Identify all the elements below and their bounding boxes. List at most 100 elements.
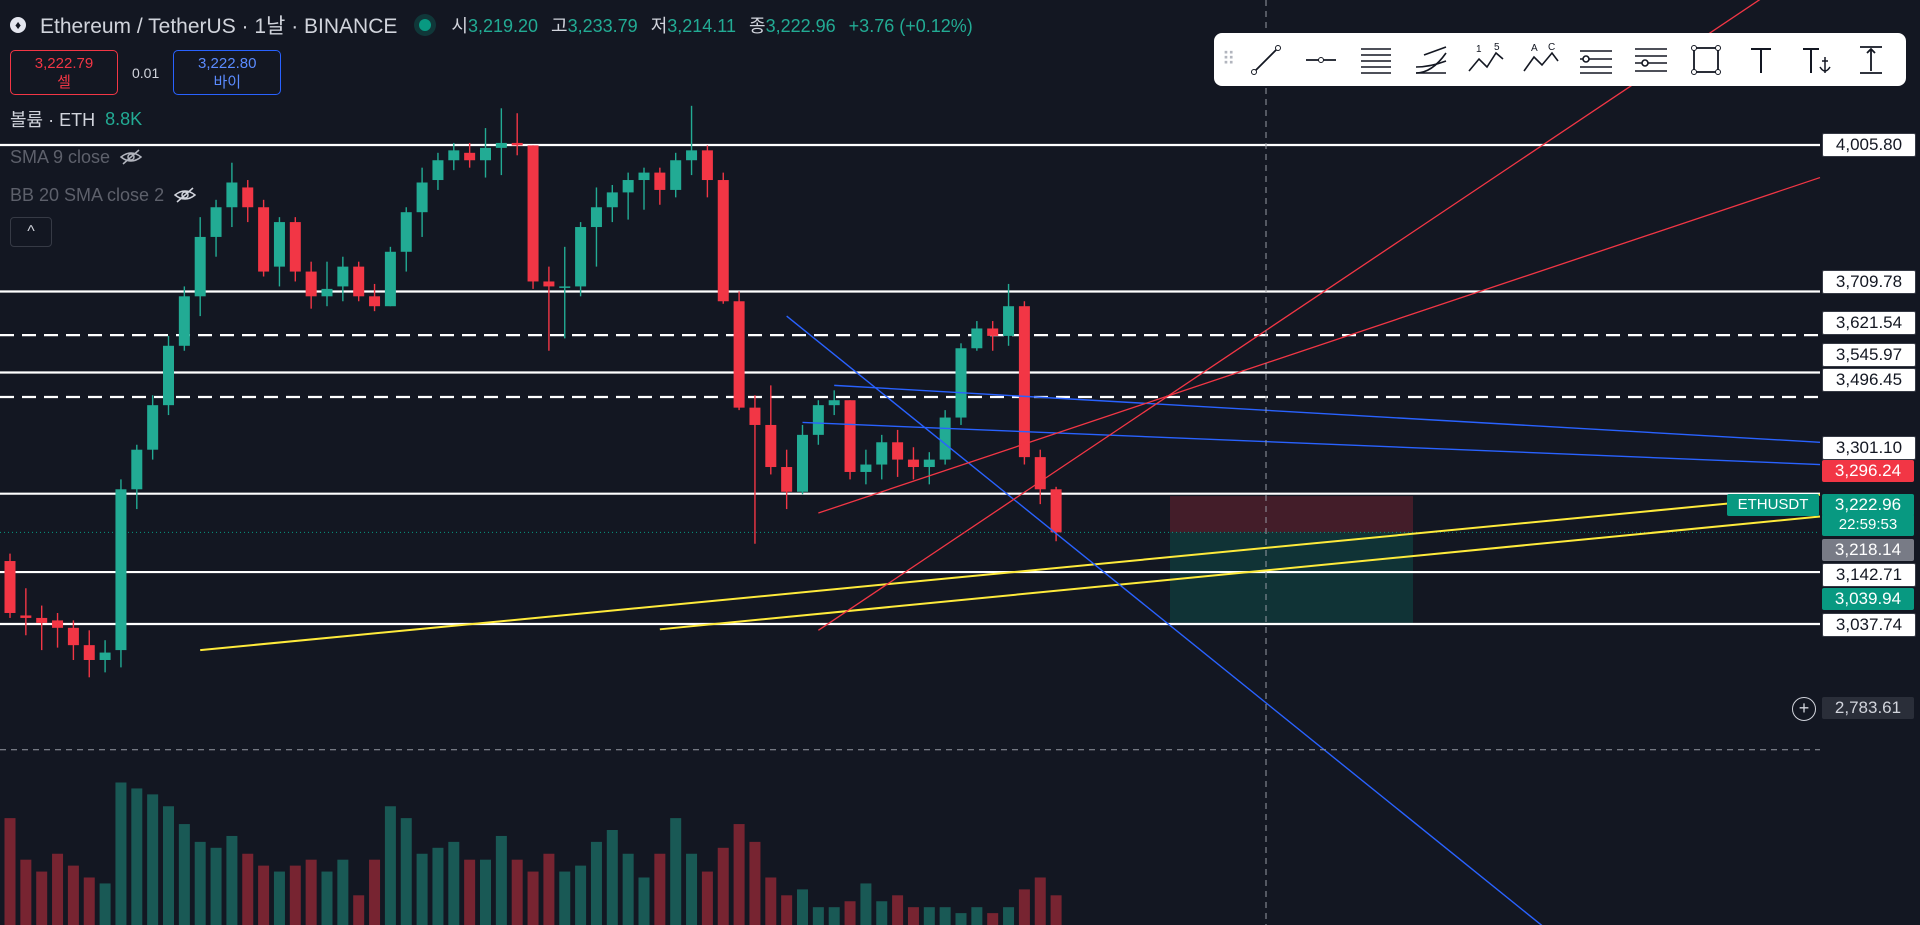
volume-bar xyxy=(876,901,888,925)
svg-text:A: A xyxy=(1531,43,1538,54)
volume-bar xyxy=(543,853,555,925)
candle-body xyxy=(860,464,872,472)
volume-bar xyxy=(749,841,761,925)
price-label-4005[interactable]: 4,005.80 xyxy=(1822,133,1916,157)
stop-loss-label[interactable]: 3,296.24 xyxy=(1822,460,1914,482)
entry-price-label[interactable]: 3,218.14 xyxy=(1822,539,1914,561)
price-label-3037[interactable]: 3,037.74 xyxy=(1822,613,1916,637)
volume-bar xyxy=(527,871,539,925)
candle-body xyxy=(717,180,729,302)
short-position-icon[interactable] xyxy=(1623,33,1678,86)
collapse-legend-button[interactable]: ^ xyxy=(10,217,52,247)
volume-bar xyxy=(907,907,919,925)
candle-body xyxy=(987,328,999,336)
volume-bar xyxy=(638,877,650,925)
text-icon[interactable] xyxy=(1733,33,1788,86)
chart-legend: ♦ Ethereum / TetherUS · 1날 · BINANCE 시3,… xyxy=(10,10,973,247)
symbol-title[interactable]: Ethereum / TetherUS · 1날 · BINANCE xyxy=(40,15,398,38)
svg-text:C: C xyxy=(1548,43,1555,53)
volume-bar xyxy=(131,788,143,925)
candle-body xyxy=(480,147,491,161)
volume-bar xyxy=(226,835,238,925)
candle-body xyxy=(178,296,190,346)
volume-bar xyxy=(369,859,381,925)
volume-bar xyxy=(828,907,840,925)
bb-indicator[interactable]: BB 20 SMA close 2 xyxy=(10,181,973,209)
anchored-text-icon[interactable] xyxy=(1788,33,1843,86)
horizontal-ray-icon[interactable] xyxy=(1293,33,1348,86)
volume-bar xyxy=(844,901,856,925)
volume-bar xyxy=(1018,889,1030,925)
long-position-icon[interactable] xyxy=(1568,33,1623,86)
candle-body xyxy=(131,449,143,490)
price-label-3621[interactable]: 3,621.54 xyxy=(1822,311,1916,335)
take-profit-label[interactable]: 3,039.94 xyxy=(1822,588,1914,610)
volume-bar xyxy=(701,871,713,925)
candle-body xyxy=(654,172,666,190)
symbol-header: ♦ Ethereum / TetherUS · 1날 · BINANCE 시3,… xyxy=(10,10,973,40)
volume-bar xyxy=(495,835,507,925)
volume-bar xyxy=(67,865,79,925)
sell-button[interactable]: 3,222.79 셀 xyxy=(10,50,118,95)
volume-bar xyxy=(400,818,412,925)
hidden-eye-icon[interactable] xyxy=(174,187,197,203)
candle-body xyxy=(432,160,444,181)
volume-bar xyxy=(622,853,634,925)
position-zone[interactable] xyxy=(1170,496,1413,623)
stop-zone xyxy=(1170,496,1413,533)
rectangle-icon[interactable] xyxy=(1678,33,1733,86)
price-range-icon[interactable] xyxy=(1843,33,1898,86)
price-label-3709[interactable]: 3,709.78 xyxy=(1822,270,1916,294)
resistance-trend-line xyxy=(834,384,1821,443)
fib-retracement-icon[interactable] xyxy=(1403,33,1458,86)
candle-body xyxy=(955,348,967,418)
candle-body xyxy=(797,434,808,492)
volume-bar xyxy=(670,818,682,925)
sma-label: SMA 9 close xyxy=(10,146,111,167)
trade-buttons: 3,222.79 셀 0.01 3,222.80 바이 xyxy=(10,50,973,95)
volume-bar xyxy=(812,907,824,925)
volume-bar xyxy=(797,889,808,925)
last-price-label[interactable]: 3,222.96 xyxy=(1822,494,1914,516)
candle-body xyxy=(210,207,222,237)
volume-bar xyxy=(384,806,396,925)
sma-indicator[interactable]: SMA 9 close xyxy=(10,143,973,171)
price-label-3545[interactable]: 3,545.97 xyxy=(1822,343,1916,367)
candle-body xyxy=(670,160,682,190)
hidden-eye-icon[interactable] xyxy=(120,149,143,165)
volume-bar xyxy=(892,895,904,925)
candle-body xyxy=(289,222,301,272)
volume-indicator[interactable]: 볼륨 · ETH 8.8K xyxy=(10,105,973,133)
volume-bar xyxy=(210,847,222,925)
candle-body xyxy=(495,142,507,148)
price-label-3496[interactable]: 3,496.45 xyxy=(1822,368,1916,392)
candle-body xyxy=(1050,489,1062,533)
horizontal-levels[interactable] xyxy=(0,143,1820,626)
market-status-icon[interactable] xyxy=(419,19,432,31)
candle-body xyxy=(36,617,48,623)
parallel-channel-icon[interactable] xyxy=(1348,33,1403,86)
buy-button[interactable]: 3,222.80 바이 xyxy=(173,50,282,95)
trend-line-icon[interactable] xyxy=(1238,33,1293,86)
candle-body xyxy=(194,236,206,297)
candle-body xyxy=(701,150,713,181)
crosshair-price-label: 2,783.61 xyxy=(1822,697,1914,719)
trend-lines[interactable] xyxy=(200,0,1821,925)
candle-body xyxy=(321,288,333,297)
drag-handle-icon[interactable]: ⠿ xyxy=(1222,49,1236,69)
candle-body xyxy=(400,212,412,252)
candle-body xyxy=(892,442,904,460)
volume-bar xyxy=(353,895,365,925)
candle-body xyxy=(527,145,539,282)
volume-bar xyxy=(575,865,587,925)
volume-bar xyxy=(765,877,777,925)
price-label-3301[interactable]: 3,301.10 xyxy=(1822,436,1916,460)
volume-bar xyxy=(686,853,698,925)
add-plus-icon[interactable]: + xyxy=(1792,697,1816,721)
candle-body xyxy=(749,407,761,425)
price-label-3142[interactable]: 3,142.71 xyxy=(1822,563,1916,587)
volume-bar xyxy=(1003,907,1015,925)
